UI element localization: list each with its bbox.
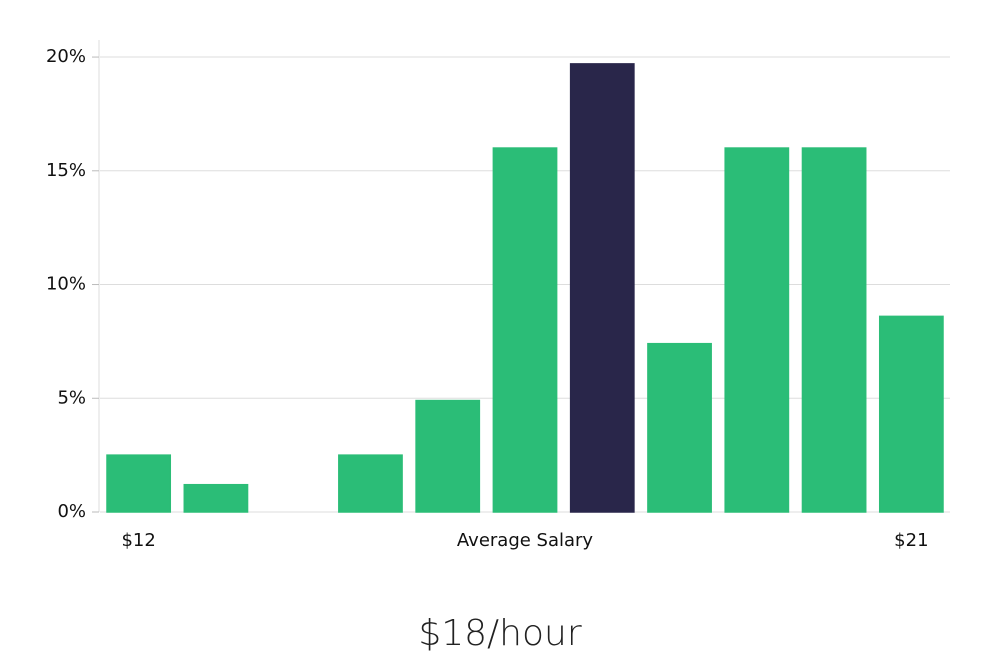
bar xyxy=(338,454,403,513)
bar xyxy=(801,147,867,513)
y-tick-label: 15% xyxy=(46,160,86,181)
bar xyxy=(492,147,558,513)
x-tick-label: $21 xyxy=(894,530,928,551)
y-tick-label: 10% xyxy=(46,274,86,295)
bar xyxy=(569,63,635,513)
bar xyxy=(183,483,249,513)
bar xyxy=(106,454,172,513)
bar xyxy=(647,342,712,513)
bar xyxy=(415,399,481,513)
x-tick-label: $12 xyxy=(121,530,155,551)
y-tick-label: 5% xyxy=(57,387,86,408)
x-axis-label: Average Salary xyxy=(457,530,594,551)
bar xyxy=(724,147,790,513)
y-tick-label: 0% xyxy=(57,501,86,522)
chart-title: $18/hour xyxy=(418,613,582,654)
y-tick-label: 20% xyxy=(46,46,86,67)
bar xyxy=(878,315,944,513)
